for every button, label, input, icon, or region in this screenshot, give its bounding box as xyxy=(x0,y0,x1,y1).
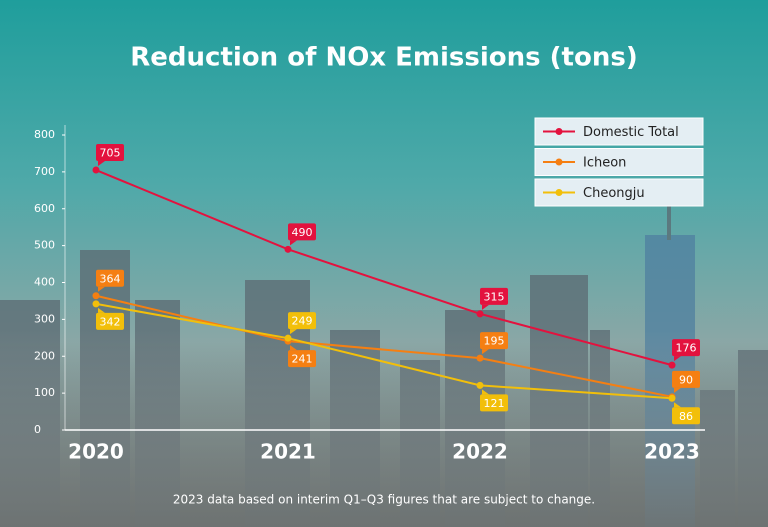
data-label: 121 xyxy=(480,389,508,412)
data-label: 176 xyxy=(672,339,700,362)
data-label: 315 xyxy=(480,287,508,310)
data-label-box xyxy=(672,339,700,357)
legend-dot xyxy=(555,128,563,135)
data-label-text: 364 xyxy=(100,272,121,285)
data-label: 90 xyxy=(672,370,700,393)
data-label-pointer xyxy=(674,387,681,393)
y-tick-label: 700 xyxy=(34,165,55,178)
point xyxy=(476,310,484,318)
data-label-box xyxy=(288,350,316,368)
point xyxy=(668,394,676,402)
x-tick-label: 2023 xyxy=(644,440,700,464)
x-tick-label: 2020 xyxy=(68,440,124,464)
point xyxy=(476,381,484,389)
data-label: 241 xyxy=(288,345,316,368)
line xyxy=(95,302,673,400)
y-tick-label: 800 xyxy=(34,128,55,141)
data-label-pointer xyxy=(482,349,489,355)
data-label-pointer xyxy=(674,356,681,362)
data-label-box xyxy=(96,144,124,162)
data-label-pointer xyxy=(482,304,489,310)
data-label: 490 xyxy=(288,223,316,246)
y-tick-label: 0 xyxy=(34,423,41,436)
data-label: 342 xyxy=(96,307,124,330)
line xyxy=(95,169,673,367)
data-label: 86 xyxy=(672,402,700,425)
data-label-text: 176 xyxy=(676,342,697,355)
chart-title: Reduction of NOx Emissions (tons) xyxy=(130,43,637,73)
y-tick-label: 200 xyxy=(34,349,55,362)
legend-label: Cheongju xyxy=(583,186,645,201)
data-label-box xyxy=(672,370,700,388)
data-label: 705 xyxy=(96,144,124,167)
data-label-pointer xyxy=(290,345,297,351)
data-label-pointer xyxy=(674,402,681,408)
data-label-pointer xyxy=(290,240,297,246)
data-label-box xyxy=(96,312,124,330)
point xyxy=(284,245,292,253)
legend-label: Icheon xyxy=(583,156,626,171)
line xyxy=(95,294,673,398)
data-label-text: 490 xyxy=(292,226,313,239)
data-label-box xyxy=(288,223,316,241)
data-label-text: 86 xyxy=(679,410,693,423)
data-label-text: 705 xyxy=(100,147,121,160)
point xyxy=(92,292,100,300)
fog xyxy=(0,330,768,527)
point xyxy=(668,361,676,369)
data-label-text: 241 xyxy=(292,353,313,366)
x-tick-label: 2021 xyxy=(260,440,316,464)
data-label-pointer xyxy=(98,286,105,292)
data-label: 249 xyxy=(288,312,316,335)
point xyxy=(284,334,292,342)
point xyxy=(92,166,100,174)
y-tick-label: 600 xyxy=(34,202,55,215)
data-label-pointer xyxy=(482,389,489,395)
y-tick-label: 100 xyxy=(34,386,55,399)
footnote: 2023 data based on interim Q1–Q3 figures… xyxy=(173,493,595,507)
data-label: 364 xyxy=(96,269,124,292)
point xyxy=(476,354,484,362)
data-label-box xyxy=(288,312,316,330)
data-label-text: 315 xyxy=(484,290,505,303)
point xyxy=(92,300,100,308)
x-tick-label: 2022 xyxy=(452,440,508,464)
data-label-box xyxy=(480,287,508,305)
data-label-pointer xyxy=(290,329,297,335)
y-tick-label: 300 xyxy=(34,312,55,325)
legend-label: Domestic Total xyxy=(583,125,679,140)
data-label-pointer xyxy=(98,307,105,313)
data-label-box xyxy=(672,407,700,425)
data-label: 195 xyxy=(480,332,508,355)
legend-dot xyxy=(555,189,563,196)
data-label-text: 121 xyxy=(484,397,505,410)
y-tick-label: 400 xyxy=(34,276,55,289)
y-tick-label: 500 xyxy=(34,239,55,252)
data-label-text: 342 xyxy=(100,315,121,328)
data-label-text: 249 xyxy=(292,315,313,328)
data-label-pointer xyxy=(98,161,105,167)
data-label-box xyxy=(480,332,508,350)
data-label-text: 195 xyxy=(484,335,505,348)
data-label-box xyxy=(96,269,124,287)
legend-dot xyxy=(555,158,563,166)
data-label-text: 90 xyxy=(679,373,693,386)
data-label-box xyxy=(480,394,508,412)
